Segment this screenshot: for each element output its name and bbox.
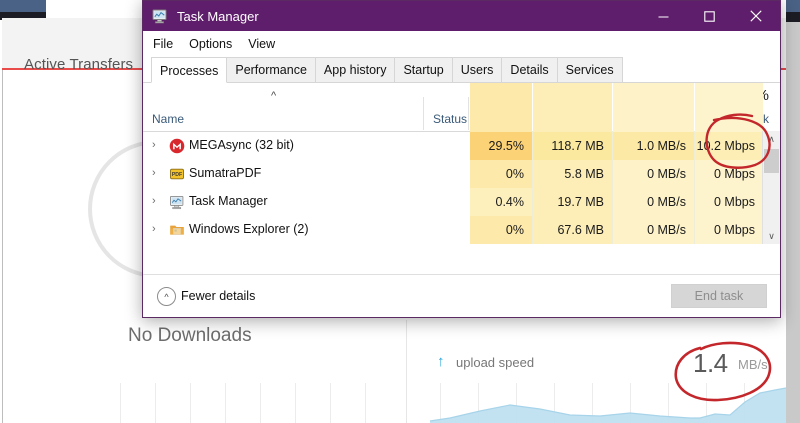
- desktop-strip-top-right: [786, 0, 800, 12]
- maximize-button[interactable]: [686, 1, 732, 31]
- task-manager-footer: ^ Fewer details End task: [143, 274, 780, 317]
- col-sep-memory: [612, 131, 613, 244]
- menu-item-view[interactable]: View: [248, 36, 276, 51]
- cell-memory: 5.8 MB: [533, 160, 612, 188]
- task-manager-icon: [169, 194, 185, 210]
- cell-cpu: 0%: [470, 160, 532, 188]
- tab-users[interactable]: Users: [451, 57, 503, 82]
- tab-strip: Processes Performance App history Startu…: [143, 56, 780, 83]
- upload-speed-unit: MB/s: [738, 357, 768, 372]
- menu-item-file[interactable]: File: [153, 36, 174, 51]
- cell-network: 0 Mbps: [695, 160, 763, 188]
- megasync-tab-active-transfers[interactable]: Active Transfers: [24, 56, 134, 73]
- chevron-right-icon[interactable]: ›: [152, 167, 156, 179]
- close-button[interactable]: [732, 1, 780, 31]
- cell-cpu: 0%: [470, 216, 532, 244]
- column-header-status[interactable]: Status: [433, 112, 468, 126]
- desktop-strip-top-left: [0, 0, 46, 12]
- task-manager-icon: [152, 8, 168, 24]
- cell-memory: 19.7 MB: [533, 188, 612, 216]
- vertical-scroll-thumb[interactable]: [764, 149, 779, 173]
- col-sep-disk: [694, 131, 695, 244]
- scroll-down-button[interactable]: ∨: [768, 230, 775, 241]
- task-manager-window[interactable]: Task Manager File Options Vi: [142, 0, 781, 318]
- desktop-strip-dark-right: [786, 12, 800, 22]
- no-downloads-label: No Downloads: [128, 325, 252, 346]
- upload-speed-sparkline: [0, 385, 800, 423]
- upload-speed-label: upload speed: [456, 355, 535, 370]
- chevron-right-icon[interactable]: ›: [152, 195, 156, 207]
- process-name: Windows Explorer (2): [189, 222, 309, 236]
- table-row[interactable]: › PDF SumatraPDF 0% 5.8 MB 0 MB/s 0 Mbps: [143, 160, 780, 188]
- cell-network: 0 Mbps: [695, 216, 763, 244]
- table-row[interactable]: › Task Manager 0.4% 19.7 MB 0 MB/s: [143, 188, 780, 216]
- scroll-up-button[interactable]: ∧: [768, 133, 775, 144]
- tab-services[interactable]: Services: [556, 57, 623, 82]
- process-name: MEGAsync (32 bit): [189, 138, 294, 152]
- cell-memory: 118.7 MB: [533, 132, 612, 160]
- svg-text:PDF: PDF: [172, 172, 182, 178]
- cell-memory: 67.6 MB: [533, 216, 612, 244]
- panel-divider: [406, 320, 407, 423]
- mega-icon: [169, 138, 185, 154]
- vertical-scrollbar[interactable]: ∧ ∨: [762, 131, 780, 244]
- cell-network: 0 Mbps: [695, 188, 763, 216]
- cell-cpu: 0.4%: [470, 188, 532, 216]
- cell-disk: 1.0 MB/s: [613, 132, 694, 160]
- cell-disk: 0 MB/s: [613, 216, 694, 244]
- process-name: Task Manager: [189, 194, 268, 208]
- cell-cpu: 29.5%: [470, 132, 532, 160]
- task-manager-titlebar[interactable]: Task Manager: [143, 1, 780, 31]
- menu-item-options[interactable]: Options: [189, 36, 233, 51]
- cell-network: 10.2 Mbps: [695, 132, 763, 160]
- tab-details[interactable]: Details: [501, 57, 558, 82]
- megasync-left-border: [2, 18, 3, 423]
- cell-disk: 0 MB/s: [613, 160, 694, 188]
- sort-ascending-icon: ^: [271, 90, 277, 102]
- folder-icon: [169, 222, 185, 238]
- arrow-up-icon: ↑: [437, 353, 445, 370]
- column-header-name[interactable]: Name: [152, 112, 185, 126]
- minimize-button[interactable]: [640, 1, 686, 31]
- window-title: Task Manager: [177, 8, 259, 24]
- end-task-button[interactable]: End task: [671, 284, 767, 308]
- chevron-up-circle-icon[interactable]: ^: [157, 287, 176, 306]
- chevron-right-icon[interactable]: ›: [152, 223, 156, 235]
- window-controls: [640, 1, 780, 31]
- tab-startup[interactable]: Startup: [394, 57, 453, 82]
- desktop-edge-right: [786, 22, 800, 423]
- upload-speed-value: 1.4: [693, 348, 728, 378]
- desktop-strip-dark-left: [0, 12, 46, 20]
- tab-processes[interactable]: Processes: [151, 57, 228, 83]
- tab-performance[interactable]: Performance: [226, 57, 316, 82]
- col-sep-cpu: [532, 131, 533, 244]
- menu-bar: File Options View: [143, 31, 780, 56]
- process-list: › MEGAsync (32 bit) 29.5% 118.7 MB 1.0 M…: [143, 132, 780, 244]
- chevron-right-icon[interactable]: ›: [152, 139, 156, 151]
- process-name: SumatraPDF: [189, 166, 262, 180]
- table-row[interactable]: › Windows Explorer (2) 0% 67.6 MB 0 MB/s…: [143, 216, 780, 244]
- table-row[interactable]: › MEGAsync (32 bit) 29.5% 118.7 MB 1.0 M…: [143, 132, 780, 160]
- pdf-icon: PDF: [169, 166, 185, 182]
- fewer-details-button[interactable]: Fewer details: [181, 289, 256, 303]
- cell-disk: 0 MB/s: [613, 188, 694, 216]
- tab-app-history[interactable]: App history: [314, 57, 396, 82]
